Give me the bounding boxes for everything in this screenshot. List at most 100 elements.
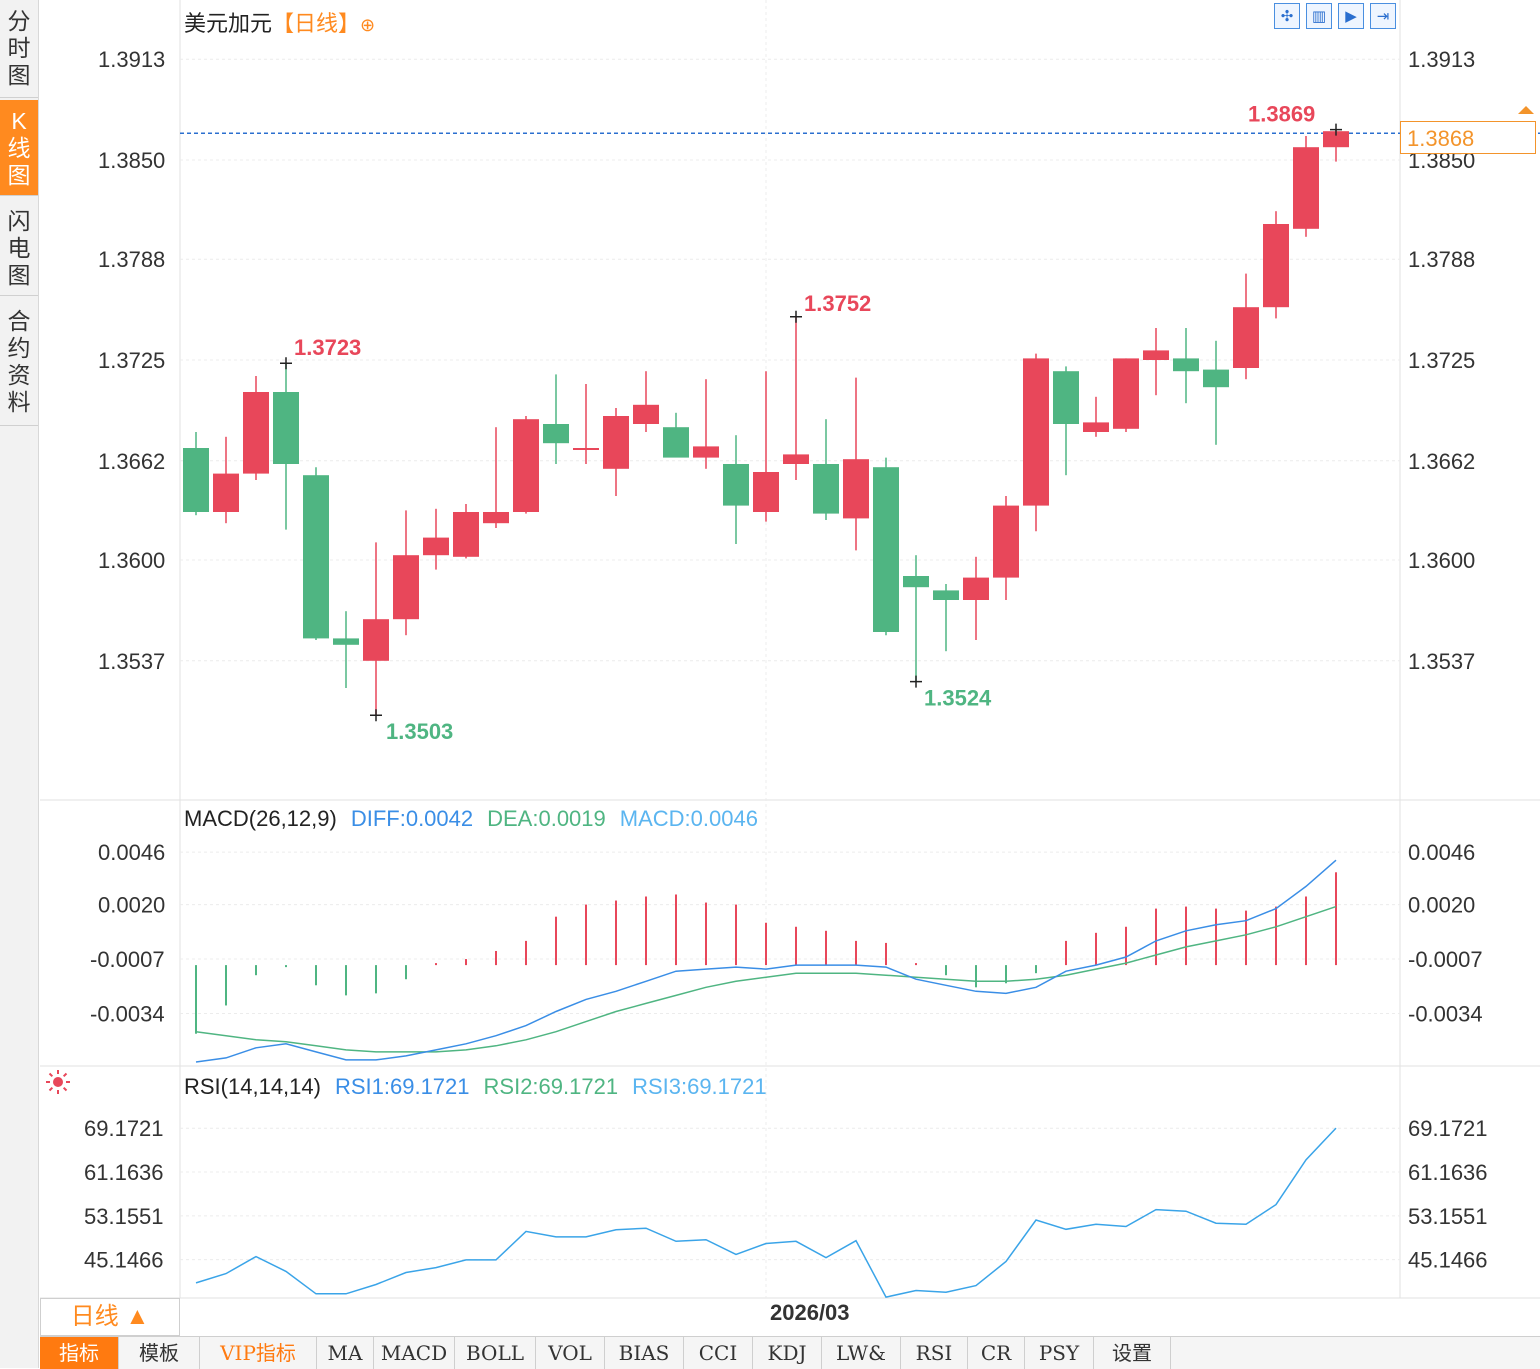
tab-8[interactable]: CCI xyxy=(684,1337,753,1369)
candle-body xyxy=(873,467,899,632)
candle-body xyxy=(1083,422,1109,432)
candle-body xyxy=(273,392,299,464)
tab-12[interactable]: CR xyxy=(968,1337,1025,1369)
play-icon[interactable]: ▶ xyxy=(1338,3,1364,29)
rsi-axis-label-left: 53.1551 xyxy=(84,1204,164,1229)
indicator-settings-icon-core xyxy=(53,1077,63,1087)
candle-body xyxy=(723,464,749,506)
candle-body xyxy=(513,419,539,512)
extreme-label: 1.3503 xyxy=(386,719,453,744)
candle-body xyxy=(1323,131,1349,148)
diff-line xyxy=(195,859,1337,1063)
macd-axis-label-right: 0.0046 xyxy=(1408,840,1475,865)
price-axis-label-left: 1.3850 xyxy=(98,148,165,173)
indicator-tab-bar: 指标 模板 VIP指标 MA MACD BOLL VOL BIAS CCI KDJ LW& RSI CR… xyxy=(40,1336,1540,1369)
candle-body xyxy=(393,555,419,620)
rsi-axis-label-left: 69.1721 xyxy=(84,1116,164,1141)
macd-diff: DIFF:0.0042 xyxy=(350,806,474,831)
dea-line xyxy=(195,905,1337,1053)
chart-title: 美元加元【日线】⊕ xyxy=(184,6,375,38)
side-tab-2[interactable]: 闪电图 xyxy=(0,200,38,296)
candle-body xyxy=(1263,224,1289,308)
macd-value: MACD:0.0046 xyxy=(619,806,758,831)
price-axis-label-right: 1.3662 xyxy=(1408,449,1475,474)
extreme-label: 1.3723 xyxy=(294,335,361,360)
crosshair-icon[interactable]: ⊕ xyxy=(360,15,376,35)
candle-body xyxy=(633,404,659,424)
price-axis-label-left: 1.3537 xyxy=(98,649,165,674)
current-price-arrow xyxy=(1518,106,1534,114)
candle-body xyxy=(213,473,239,512)
tab-10[interactable]: LW& xyxy=(822,1337,901,1369)
candle-body xyxy=(363,619,389,661)
rsi-title[interactable]: RSI(14,14,14) xyxy=(184,1074,321,1099)
candle-body xyxy=(453,512,479,557)
candle-body xyxy=(183,448,209,512)
zoom-in-icon[interactable]: ✣ xyxy=(1274,3,1300,29)
tab-0[interactable]: 指标 xyxy=(40,1337,119,1369)
candle-body xyxy=(243,392,269,474)
rsi3-value: RSI3:69.1721 xyxy=(632,1074,767,1099)
period-selector[interactable]: 日线 ▲ xyxy=(40,1298,180,1336)
indicator-settings-icon-ray xyxy=(62,1072,68,1078)
macd-dea: DEA:0.0019 xyxy=(487,806,606,831)
tab-11[interactable]: RSI xyxy=(901,1337,968,1369)
side-tab-0[interactable]: 分时图 xyxy=(0,0,38,98)
extreme-marker xyxy=(1330,123,1342,136)
rsi-legend: RSI(14,14,14) RSI1:69.1721 RSI2:69.1721 RSI… xyxy=(184,1074,781,1100)
rsi-axis-label-right: 53.1551 xyxy=(1408,1204,1488,1229)
candle-body xyxy=(333,638,359,645)
extreme-marker xyxy=(280,357,292,370)
price-axis-label-left: 1.3725 xyxy=(98,348,165,373)
indicator-settings-icon[interactable] xyxy=(46,1070,70,1094)
extreme-label: 1.3752 xyxy=(804,291,871,316)
tab-6[interactable]: VOL xyxy=(536,1337,605,1369)
candle-body xyxy=(483,512,509,524)
rsi-axis-label-right: 69.1721 xyxy=(1408,1116,1488,1141)
tab-2[interactable]: VIP指标 xyxy=(200,1337,317,1369)
candle-body xyxy=(1173,358,1199,372)
tab-14[interactable]: 设置 xyxy=(1094,1337,1171,1369)
candle-body xyxy=(573,448,599,450)
rsi1-value: RSI1:69.1721 xyxy=(334,1074,470,1099)
price-axis-label-right: 1.3600 xyxy=(1408,548,1475,573)
candle-body xyxy=(813,464,839,514)
extreme-label: 1.3524 xyxy=(924,686,992,711)
candle-body xyxy=(993,505,1019,578)
candle-body xyxy=(1143,350,1169,360)
tab-3[interactable]: MA xyxy=(317,1337,374,1369)
price-axis-label-right: 1.3788 xyxy=(1408,247,1475,272)
current-price-tag: 1.3868 xyxy=(1400,121,1536,154)
tab-7[interactable]: BIAS xyxy=(605,1337,684,1369)
candle-body xyxy=(423,537,449,556)
price-axis-label-right: 1.3537 xyxy=(1408,649,1475,674)
tab-5[interactable]: BOLL xyxy=(455,1337,536,1369)
side-tab-3[interactable]: 合约资料 xyxy=(0,300,38,426)
kline-icon[interactable]: ▥ xyxy=(1306,3,1332,29)
candle-body xyxy=(1023,358,1049,506)
tab-1[interactable]: 模板 xyxy=(119,1337,200,1369)
tab-4[interactable]: MACD xyxy=(374,1337,455,1369)
tab-13[interactable]: PSY xyxy=(1025,1337,1094,1369)
macd-axis-label-left: 0.0046 xyxy=(98,840,165,865)
price-axis-label-left: 1.3662 xyxy=(98,449,165,474)
price-axis-label-left: 1.3913 xyxy=(98,47,165,72)
candle-body xyxy=(753,472,779,512)
price-axis-label-right: 1.3725 xyxy=(1408,348,1475,373)
candle-body xyxy=(543,424,569,444)
extreme-marker xyxy=(370,709,382,722)
candle-body xyxy=(1203,369,1229,388)
candle-body xyxy=(1233,307,1259,368)
macd-title[interactable]: MACD(26,12,9) xyxy=(184,806,337,831)
tab-9[interactable]: KDJ xyxy=(753,1337,822,1369)
price-axis-label-right: 1.3913 xyxy=(1408,47,1475,72)
macd-axis-label-right: -0.0007 xyxy=(1408,947,1483,972)
macd-axis-label-left: -0.0007 xyxy=(90,947,165,972)
candle-body xyxy=(1293,147,1319,229)
forward-icon[interactable]: ⇥ xyxy=(1370,3,1396,29)
date-axis-label: 2026/03 xyxy=(770,1300,850,1325)
period-label[interactable]: 【日线】 xyxy=(272,11,361,36)
